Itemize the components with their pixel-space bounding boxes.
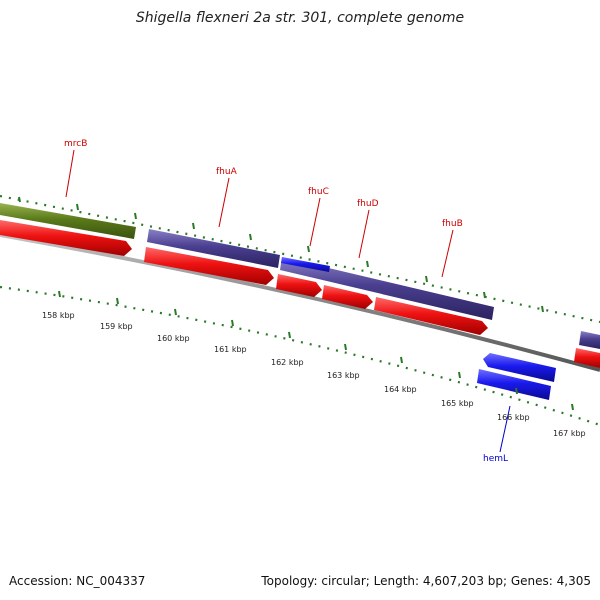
outer-major-tick	[192, 222, 195, 230]
fhuB-cds[interactable]	[374, 297, 488, 335]
fhuC-cds[interactable]	[276, 274, 322, 297]
fhuC-operon-bar[interactable]	[280, 257, 494, 320]
genome-summary-text: Topology: circular; Length: 4,607,203 bp…	[261, 574, 591, 588]
inner-major-tick	[231, 319, 234, 327]
leader-fhuB	[441, 229, 454, 278]
inner-major-tick	[571, 403, 574, 411]
gene-labels: mrcB fhuA fhuC fhuD fhuB hemL	[64, 139, 508, 464]
outer-major-tick	[18, 196, 21, 203]
gene-label-fhuB[interactable]: fhuB	[442, 219, 463, 229]
forward-features	[0, 203, 600, 368]
hemL-gene-bar[interactable]	[477, 369, 551, 400]
label-leaders	[65, 149, 511, 453]
inner-major-tick	[174, 308, 177, 316]
outer-tick-ring	[0, 194, 600, 324]
outer-major-tick	[366, 260, 369, 268]
tick-label-163kbp: 163 kbp	[327, 371, 360, 380]
outer-major-tick	[76, 203, 79, 211]
genome-backbone	[0, 233, 600, 372]
accession-text: Accession: NC_004337	[9, 574, 146, 588]
inner-major-tick	[344, 343, 347, 351]
outer-major-tick	[483, 291, 486, 299]
outer-ring-dots	[0, 194, 600, 324]
tick-label-161kbp: 161 kbp	[214, 345, 247, 354]
tick-label-159kbp: 159 kbp	[100, 322, 133, 331]
reverse-features	[477, 353, 556, 400]
tick-label-162kbp: 162 kbp	[271, 358, 304, 367]
leader-fhuC	[309, 197, 321, 247]
fhuA-cds[interactable]	[144, 247, 274, 285]
tick-label-164kbp: 164 kbp	[384, 385, 417, 394]
gene-label-fhuA[interactable]: fhuA	[216, 167, 238, 177]
tick-label-160kbp: 160 kbp	[157, 334, 190, 343]
fhuA-operon-bar[interactable]	[147, 229, 280, 268]
map-title: Shigella flexneri 2a str. 301, complete …	[135, 10, 465, 26]
mrcB-cds[interactable]	[0, 220, 132, 256]
tick-label-166kbp: 166 kbp	[497, 413, 530, 422]
cds-right-edge[interactable]	[574, 348, 600, 368]
tick-label-158kbp: 158 kbp	[42, 311, 75, 320]
leader-mrcB	[65, 149, 75, 198]
inner-major-tick	[458, 371, 461, 379]
inner-major-tick	[400, 356, 403, 364]
gene-label-mrcB[interactable]: mrcB	[64, 139, 87, 149]
outer-major-tick	[541, 305, 544, 313]
hemL-gene-arrow[interactable]	[483, 353, 556, 382]
operon-bar-right[interactable]	[579, 331, 600, 349]
inner-major-tick	[116, 297, 119, 305]
outer-major-tick	[307, 245, 310, 253]
inner-major-tick	[288, 331, 291, 339]
leader-hemL	[499, 405, 511, 453]
tick-label-167kbp: 167 kbp	[553, 429, 586, 438]
gene-label-hemL[interactable]: hemL	[483, 454, 508, 464]
fhuD-cds[interactable]	[322, 285, 373, 309]
outer-major-tick	[134, 212, 137, 220]
inner-tick-ring	[0, 285, 600, 427]
outer-major-tick	[249, 233, 252, 241]
tick-label-165kbp: 165 kbp	[441, 399, 474, 408]
leader-fhuD	[358, 209, 370, 259]
mrcB-gene[interactable]	[0, 203, 136, 239]
outer-major-tick	[425, 275, 428, 283]
inner-major-tick	[515, 387, 518, 395]
inner-ring-dots	[0, 285, 600, 427]
leader-fhuA	[218, 177, 230, 228]
gene-label-fhuD[interactable]: fhuD	[357, 199, 379, 209]
ruler-labels: 158 kbp 159 kbp 160 kbp 161 kbp 162 kbp …	[42, 311, 586, 438]
inner-major-tick	[58, 290, 61, 298]
gene-label-fhuC[interactable]: fhuC	[308, 187, 329, 197]
fhuC-gene-blue[interactable]	[281, 257, 330, 272]
